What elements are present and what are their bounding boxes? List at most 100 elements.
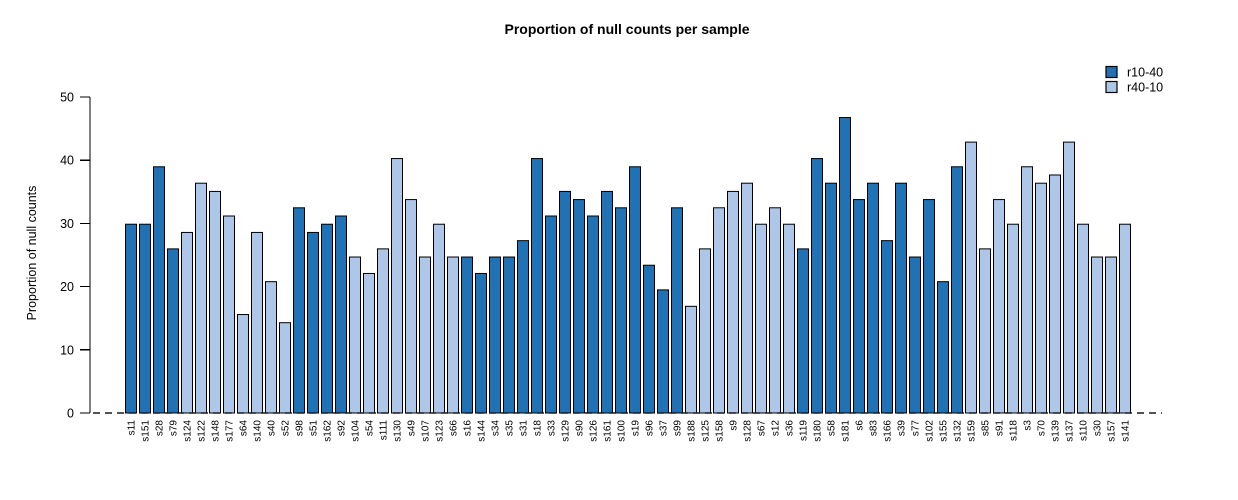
bar-s28 — [153, 166, 165, 414]
x-label-s139: s139 — [1051, 420, 1062, 442]
y-axis-title: Proportion of null counts — [25, 186, 39, 321]
bar-s188 — [685, 305, 697, 414]
bar-s122 — [195, 182, 207, 414]
x-label-s77: s77 — [911, 420, 922, 437]
y-tick-label-50: 50 — [60, 91, 74, 105]
x-label-s51: s51 — [309, 420, 320, 437]
legend-label-r40-10: r40-10 — [1127, 81, 1163, 95]
x-label-s107: s107 — [421, 420, 432, 442]
y-tick-label-20: 20 — [60, 280, 74, 294]
x-label-s177: s177 — [225, 420, 236, 442]
bar-s19 — [629, 166, 641, 414]
x-label-s129: s129 — [561, 420, 572, 442]
bar-s64 — [237, 314, 249, 414]
x-label-s67: s67 — [757, 420, 768, 437]
bar-s111 — [377, 248, 389, 414]
y-tick-label-40: 40 — [60, 154, 74, 168]
x-label-s3: s3 — [1023, 420, 1034, 431]
bar-s125 — [699, 248, 711, 414]
bar-s52 — [279, 322, 291, 414]
bar-s18 — [531, 158, 543, 414]
x-label-s181: s181 — [841, 420, 852, 442]
bar-s118 — [1007, 223, 1019, 414]
bar-s180 — [811, 158, 823, 414]
x-label-s66: s66 — [449, 420, 460, 437]
x-label-s155: s155 — [939, 420, 950, 442]
bar-s124 — [181, 231, 193, 414]
bar-s110 — [1077, 223, 1089, 414]
bar-s161 — [601, 190, 613, 414]
y-tick-label-10: 10 — [60, 343, 74, 357]
bar-s9 — [727, 190, 739, 414]
bar-s159 — [965, 141, 977, 414]
x-label-s159: s159 — [967, 420, 978, 442]
bar-s148 — [209, 190, 221, 414]
bar-s54 — [363, 272, 375, 414]
x-label-s161: s161 — [603, 420, 614, 442]
x-label-s141: s141 — [1121, 420, 1132, 442]
x-label-s19: s19 — [631, 420, 642, 437]
x-label-s122: s122 — [197, 420, 208, 442]
x-label-s6: s6 — [855, 420, 866, 431]
bar-s119 — [797, 248, 809, 414]
bar-s162 — [321, 223, 333, 414]
x-label-s49: s49 — [407, 420, 418, 437]
bar-s16 — [461, 256, 473, 414]
legend-swatch-r40-10 — [1105, 80, 1118, 94]
bar-s132 — [951, 166, 963, 414]
bar-s12 — [769, 207, 781, 414]
bar-s137 — [1063, 141, 1075, 414]
bar-s85 — [979, 248, 991, 414]
bar-s34 — [489, 256, 501, 414]
legend-label-r10-40: r10-40 — [1127, 66, 1163, 80]
x-label-s16: s16 — [463, 420, 474, 437]
x-label-s110: s110 — [1079, 420, 1090, 441]
bar-s107 — [419, 256, 431, 414]
x-label-s118: s118 — [1009, 420, 1020, 441]
x-label-s140: s140 — [253, 420, 264, 442]
x-label-s35: s35 — [505, 420, 516, 437]
x-label-s90: s90 — [575, 420, 586, 437]
legend: r10-40 r40-10 — [1105, 65, 1163, 95]
x-label-s33: s33 — [547, 420, 558, 437]
bar-s123 — [433, 223, 445, 414]
x-label-s52: s52 — [281, 420, 292, 437]
x-label-s79: s79 — [169, 420, 180, 437]
bar-s155 — [937, 281, 949, 414]
legend-swatch-r10-40 — [1105, 65, 1118, 79]
x-label-s92: s92 — [337, 420, 348, 437]
bar-s130 — [391, 158, 403, 414]
x-label-s166: s166 — [883, 420, 894, 442]
x-label-s104: s104 — [351, 420, 362, 442]
x-label-s98: s98 — [295, 420, 306, 437]
x-label-s36: s36 — [785, 420, 796, 437]
x-label-s91: s91 — [995, 420, 1006, 437]
bar-s37 — [657, 289, 669, 414]
bar-s166 — [881, 240, 893, 414]
bar-s3 — [1021, 166, 1033, 414]
x-label-s144: s144 — [477, 420, 488, 442]
x-label-s70: s70 — [1037, 420, 1048, 437]
x-label-s157: s157 — [1107, 420, 1118, 442]
bar-s79 — [167, 248, 179, 414]
bar-s77 — [909, 256, 921, 414]
bar-s6 — [853, 199, 865, 414]
y-tick-label-30: 30 — [60, 217, 74, 231]
bar-s92 — [335, 215, 347, 414]
x-label-s83: s83 — [869, 420, 880, 437]
bars-group — [125, 117, 1131, 414]
bar-s90 — [573, 199, 585, 414]
bar-s91 — [993, 199, 1005, 414]
bar-s157 — [1105, 256, 1117, 414]
bar-s83 — [867, 182, 879, 414]
bar-s98 — [293, 207, 305, 414]
x-label-s9: s9 — [729, 420, 740, 431]
bar-s128 — [741, 182, 753, 414]
x-label-s102: s102 — [925, 420, 936, 442]
bar-s141 — [1119, 223, 1131, 414]
bar-s181 — [839, 117, 851, 414]
x-label-s119: s119 — [799, 420, 810, 441]
x-label-s180: s180 — [813, 420, 824, 442]
bar-s100 — [615, 207, 627, 414]
